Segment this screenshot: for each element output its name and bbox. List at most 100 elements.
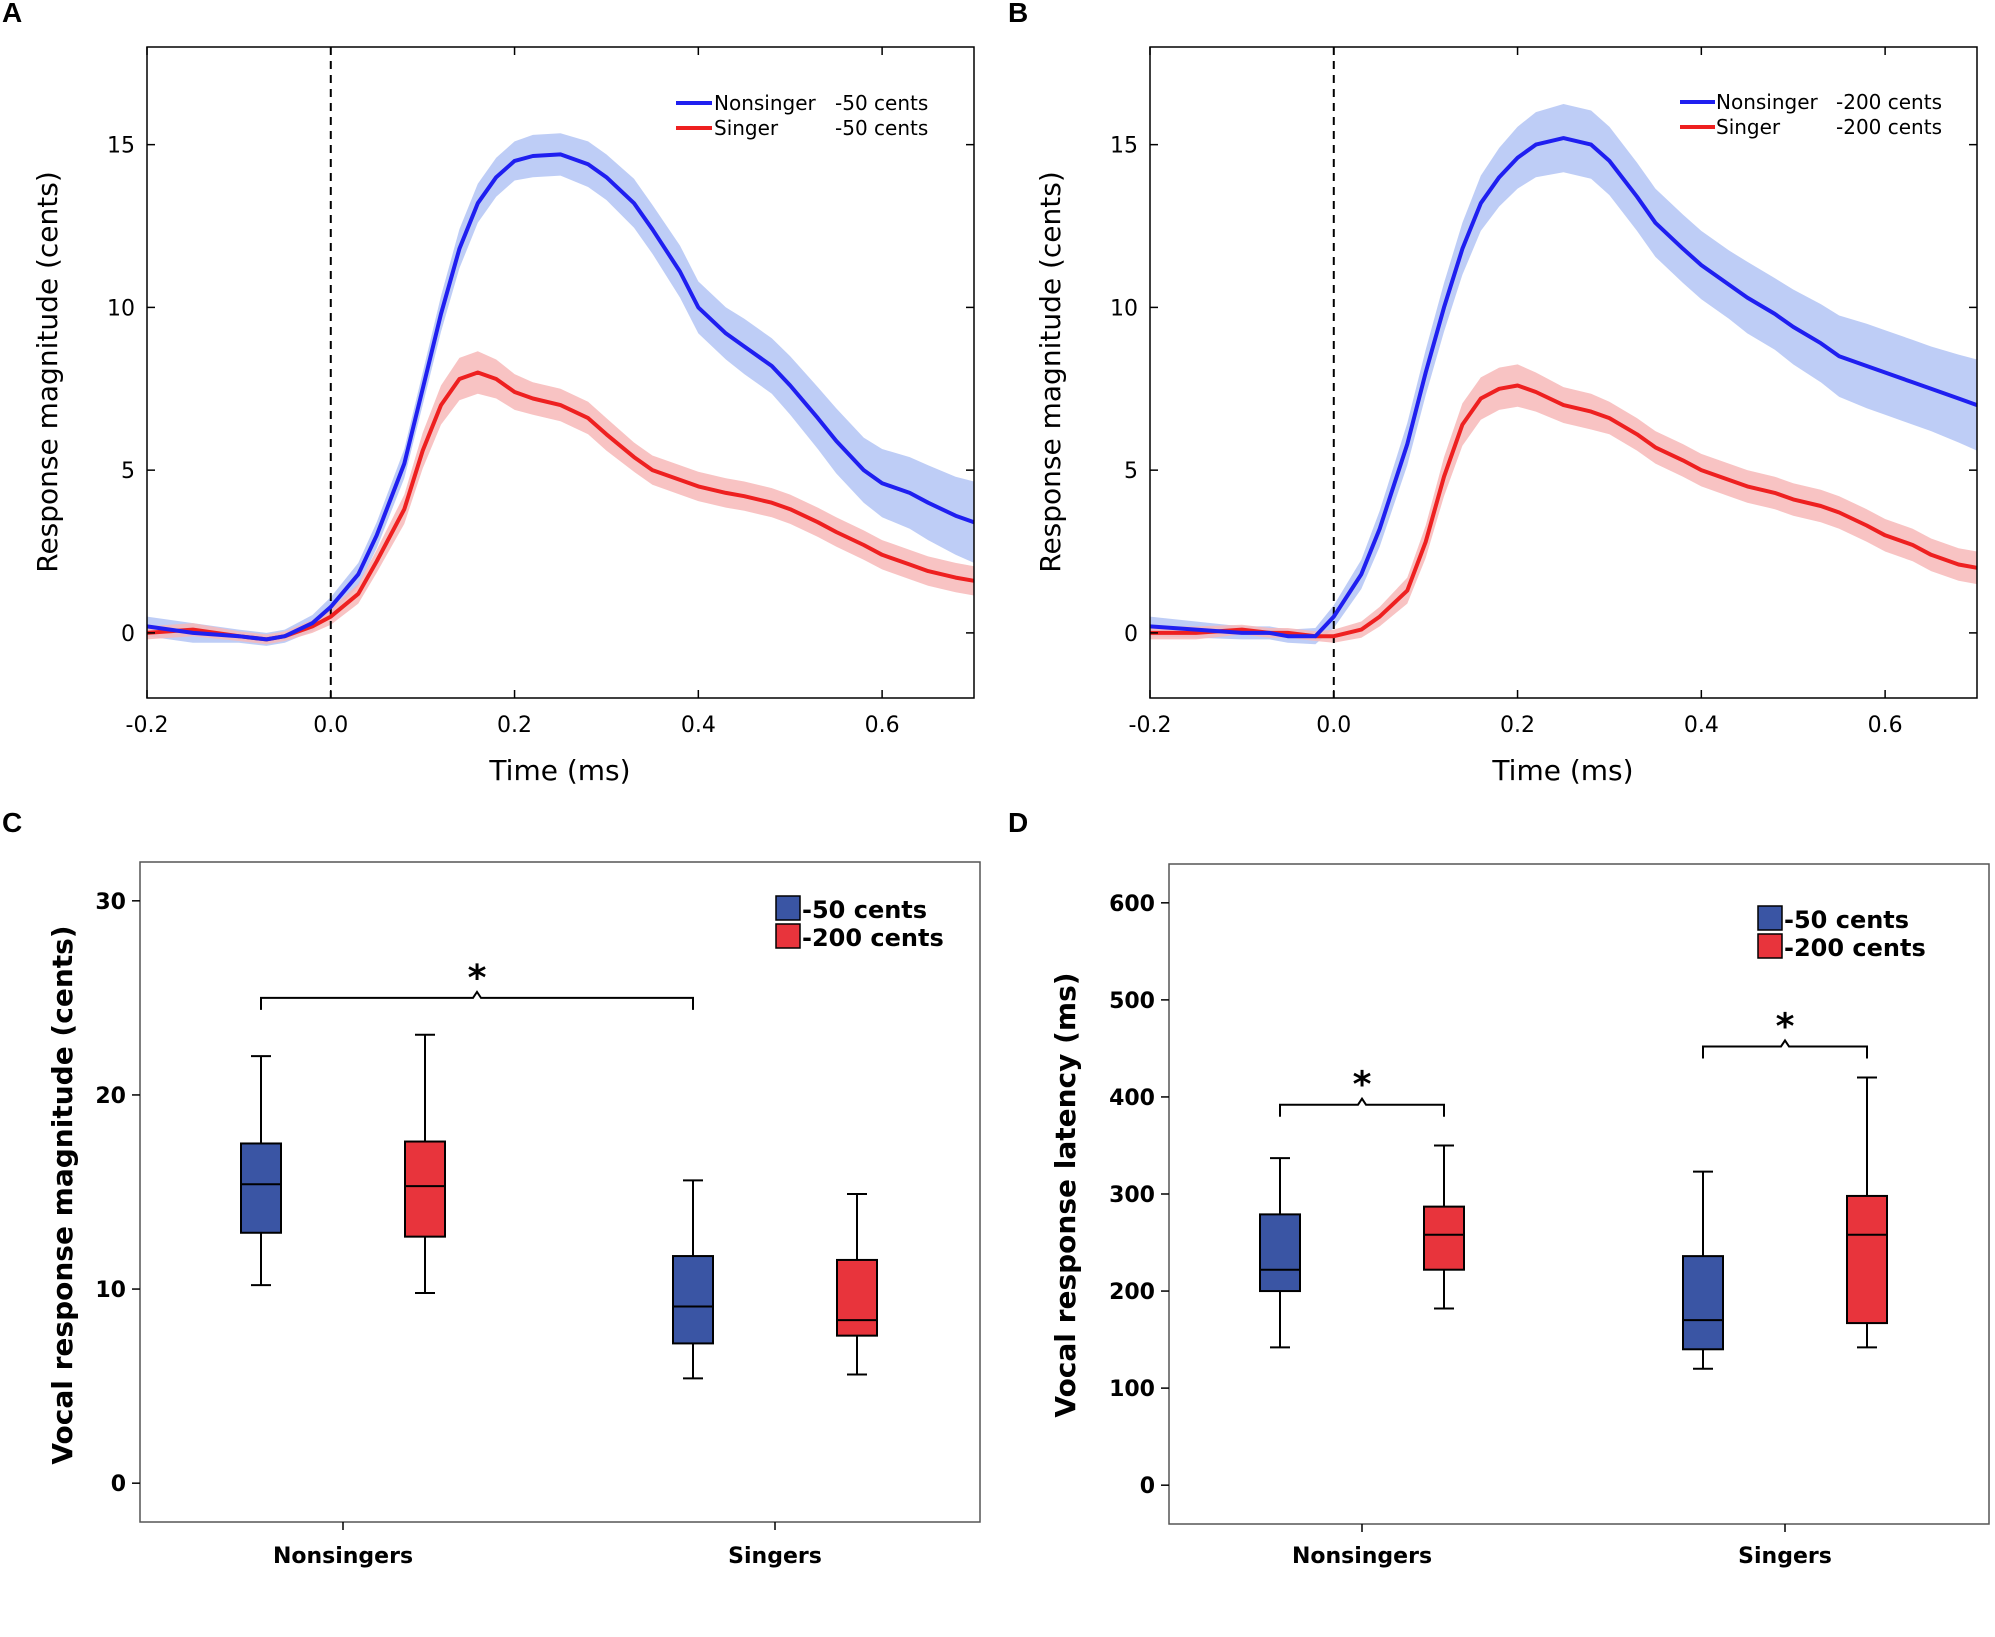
legend: -50 cents -200 cents [1757,905,1926,962]
category-label: Nonsingers [273,1544,413,1569]
significance-star: * [468,958,487,999]
y-tick-label: 15 [1110,134,1138,159]
y-tick-label: 0 [111,1472,126,1497]
box-singers-red [836,1192,878,1376]
significance-star: * [1353,1065,1372,1106]
legend-swatch-blue [1757,905,1783,931]
y-tick-label: 20 [95,1084,126,1109]
y-axis-title: Vocal response magnitude (cents) [46,925,79,1464]
legend: Nonsinger -50 cents Singer -50 cents [676,91,928,140]
category-label: Singers [728,1544,822,1569]
legend-series-name: Nonsinger [1716,90,1819,114]
x-tick-label: 0.0 [313,713,348,738]
x-tick-label: 0.2 [1500,713,1535,738]
panel-letter: B [1008,0,1028,28]
significance-bracket [260,990,694,1010]
y-tick-label: 10 [95,1278,126,1303]
x-tick-label: 0.4 [681,713,716,738]
legend-series-label: -200 cents [1836,115,1942,139]
y-tick-label: 0 [1124,622,1138,647]
legend-swatch-red [1757,933,1783,959]
x-tick-label: 0.0 [1316,713,1351,738]
legend-label: -50 cents [802,896,927,924]
y-tick-label: 5 [1124,459,1138,484]
y-tick-label: 300 [1109,1183,1155,1208]
plot-frame [1149,46,1978,699]
legend-label: -200 cents [1784,934,1926,962]
series-line-singer [146,370,975,642]
x-tick-label: -0.2 [126,713,169,738]
ci-band-singer [147,351,974,645]
plot-frame [139,861,981,1523]
legend-swatch-red [775,923,801,949]
box-nonsingers-blue [240,1055,282,1287]
panel-letter: A [2,0,22,28]
x-tick-label: 0.2 [497,713,532,738]
box-singers-blue [1682,1170,1724,1370]
ci-band-nonsinger [1150,104,1977,645]
y-tick-label: 500 [1109,989,1155,1014]
y-tick-label: 30 [95,890,126,915]
box-nonsingers-red [1423,1144,1465,1310]
significance-star: * [1776,1006,1795,1047]
panel-b: B -0.2 0.0 0.2 0.4 0.6 0 5 10 15 Time (ms) Respo… [1008,0,1978,787]
significance-bracket [1702,1038,1868,1059]
y-tick-label: 400 [1109,1086,1155,1111]
legend-label: -200 cents [802,924,944,952]
box-iqr [1259,1213,1301,1293]
significance-bracket [1279,1096,1445,1117]
legend-swatch-blue [775,895,801,921]
legend-series-name: Singer [714,116,779,140]
x-tick-label: 0.4 [1684,713,1719,738]
panel-d: D 0 100 200 300 400 500 600 Nonsingers Singers *… [1008,807,1990,1569]
box-iqr [1423,1205,1465,1271]
panel-letter: C [2,807,22,838]
category-label: Nonsingers [1292,1544,1432,1569]
panel-c: C 0 10 20 30 Nonsingers Singers * Vocal respo… [2,807,981,1569]
series-line-singer [1150,383,1978,639]
legend-series-label: -50 cents [835,91,928,115]
panel-letter: D [1008,807,1028,838]
y-tick-label: 200 [1109,1280,1155,1305]
panel-a: A -0.2 0.0 0.2 0.4 0.6 0 5 10 15 Time (ms) Respo… [2,0,975,787]
box-nonsingers-blue [1259,1157,1301,1349]
box-iqr [240,1142,282,1234]
legend-series-name: Nonsinger [714,91,817,115]
category-label: Singers [1738,1544,1832,1569]
y-tick-label: 0 [1140,1474,1155,1499]
y-tick-label: 10 [1110,296,1138,321]
legend: -50 cents -200 cents [775,895,944,952]
y-axis-title: Vocal response latency (ms) [1049,972,1082,1417]
box-nonsingers-red [404,1033,446,1294]
y-tick-label: 100 [1109,1377,1155,1402]
x-axis-title: Time (ms) [488,754,630,787]
legend-label: -50 cents [1784,906,1909,934]
legend-series-label: -200 cents [1836,90,1942,114]
box-iqr [672,1255,714,1345]
plot-frame [146,46,975,699]
box-singers-blue [672,1179,714,1380]
ci-band-nonsinger [147,133,974,646]
legend-series-label: -50 cents [835,116,928,140]
box-iqr [836,1258,878,1337]
legend: Nonsinger -200 cents Singer -200 cents [1680,90,1942,139]
series-line-nonsinger [146,152,975,642]
y-tick-label: 600 [1109,892,1155,917]
y-tick-label: 0 [121,622,135,647]
x-tick-label: 0.6 [1868,713,1903,738]
y-tick-label: 10 [107,296,135,321]
y-tick-label: 5 [121,459,135,484]
box-iqr [1682,1255,1724,1351]
box-iqr [404,1140,446,1238]
box-singers-red [1846,1076,1888,1349]
box-iqr [1846,1194,1888,1325]
x-tick-label: 0.6 [865,713,900,738]
series-line-nonsinger [1149,136,1978,639]
x-tick-label: -0.2 [1129,713,1172,738]
y-tick-label: 15 [107,134,135,159]
y-axis-title: Response magnitude (cents) [1034,171,1067,573]
y-axis-title: Response magnitude (cents) [31,171,64,573]
legend-series-name: Singer [1716,115,1781,139]
x-axis-title: Time (ms) [1491,754,1633,787]
